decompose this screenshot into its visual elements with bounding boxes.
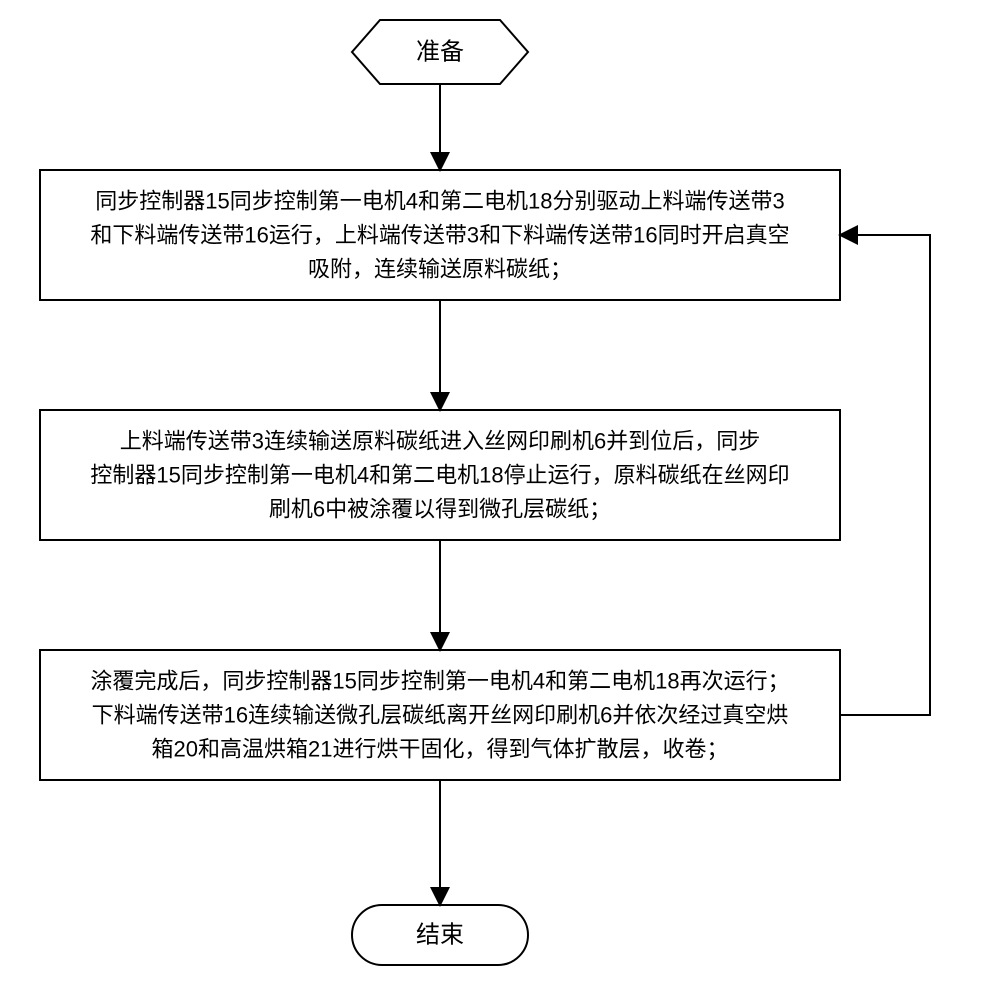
process-text-line: 和下料端传送带16运行，上料端传送带3和下料端传送带16同时开启真空	[90, 223, 789, 248]
node-step3: 涂覆完成后，同步控制器15同步控制第一电机4和第二电机18再次运行； 下料端传送带…	[40, 650, 840, 780]
terminator-label: 准备	[416, 39, 464, 66]
node-start: 准备	[352, 20, 528, 84]
process-text-line: 箱20和高温烘箱21进行烘干固化，得到气体扩散层，收卷；	[152, 737, 729, 762]
process-text-line: 同步控制器15同步控制第一电机4和第二电机18分别驱动上料端传送带3	[95, 189, 784, 214]
edge-loopback	[840, 235, 930, 715]
node-step1: 同步控制器15同步控制第一电机4和第二电机18分别驱动上料端传送带3 和下料端传送…	[40, 170, 840, 300]
process-text-line: 涂覆完成后，同步控制器15同步控制第一电机4和第二电机18再次运行；	[90, 669, 789, 694]
process-text-line: 控制器15同步控制第一电机4和第二电机18停止运行，原料碳纸在丝网印	[90, 463, 789, 488]
terminator-label: 结束	[416, 922, 464, 949]
process-text-line: 下料端传送带16连续输送微孔层碳纸离开丝网印刷机6并依次经过真空烘	[92, 703, 789, 728]
process-text-line: 刷机6中被涂覆以得到微孔层碳纸；	[269, 497, 611, 522]
process-text-line: 吸附，连续输送原料碳纸；	[308, 257, 572, 282]
node-end: 结束	[352, 905, 528, 965]
node-step2: 上料端传送带3连续输送原料碳纸进入丝网印刷机6并到位后，同步控制器15同步控制第…	[40, 410, 840, 540]
process-text-line: 上料端传送带3连续输送原料碳纸进入丝网印刷机6并到位后，同步	[120, 429, 760, 454]
